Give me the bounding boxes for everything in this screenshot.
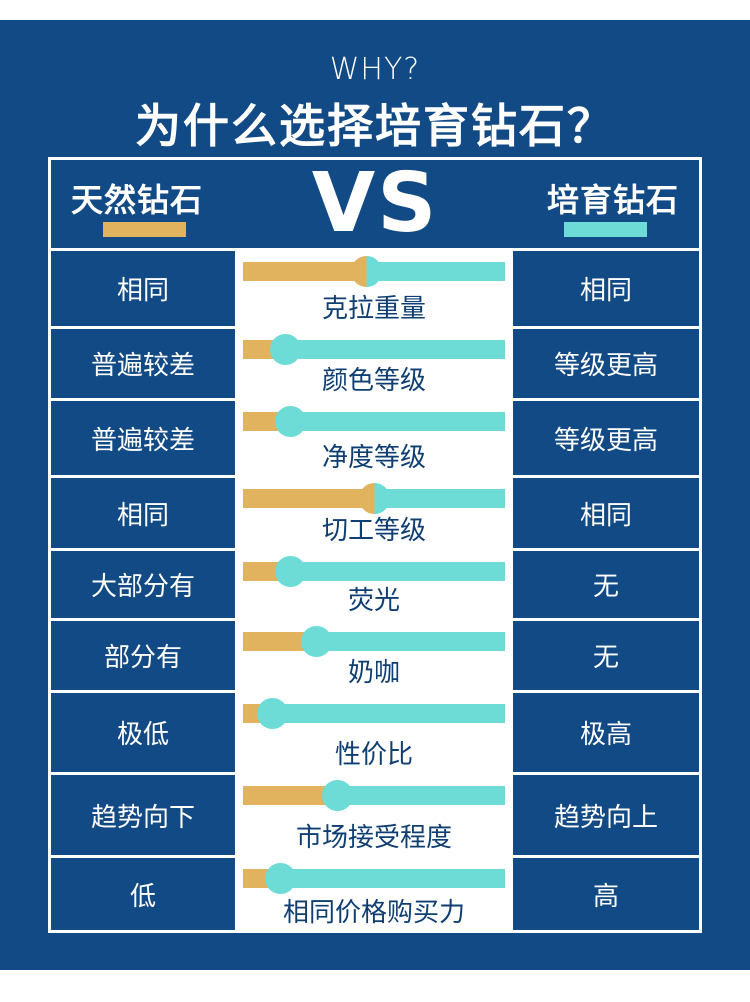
- slider-knob: [351, 256, 383, 287]
- table-header: 天然钻石 VS 培育钻石: [51, 160, 699, 248]
- natural-share-fill: [243, 262, 367, 281]
- slider-knob: [269, 334, 301, 365]
- natural-share-fill: [243, 632, 317, 651]
- lab-value-cell: 等级更高: [513, 401, 699, 475]
- comparison-bar: [243, 483, 505, 514]
- lab-value-cell: 高: [513, 858, 699, 930]
- natural-value-cell: 相同: [51, 478, 235, 548]
- comparison-bar: [243, 780, 505, 811]
- comparison-bar: [243, 863, 505, 894]
- slider-knob: [256, 698, 288, 729]
- comparison-slider: 切工等级: [238, 478, 510, 548]
- natural-value-cell: 大部分有: [51, 551, 235, 618]
- metric-label: 市场接受程度: [295, 823, 452, 853]
- slider-knob: [275, 406, 307, 437]
- natural-value-cell: 低: [51, 858, 235, 930]
- comparison-slider: 克拉重量: [238, 251, 510, 326]
- comparison-bar: [243, 406, 505, 437]
- lab-share-fill: [271, 704, 505, 723]
- comparison-slider: 净度等级: [238, 401, 510, 475]
- slider-knob: [264, 863, 296, 894]
- comparison-table: 天然钻石 VS 培育钻石 相同 克拉重量 相同 普遍较差 颜色等级 等级更高 普遍较差 净度等…: [48, 157, 702, 933]
- metric-label: 性价比: [334, 740, 413, 770]
- comparison-slider: 颜色等级: [238, 329, 510, 398]
- slider-knob: [275, 556, 307, 587]
- lab-share-fill: [366, 262, 505, 281]
- lab-share-fill: [279, 869, 505, 888]
- lab-share-fill: [374, 489, 505, 508]
- page-title: 为什么选择培育钻石？: [135, 99, 615, 153]
- natural-value-cell: 相同: [51, 251, 235, 326]
- metric-label: 相同价格购买力: [282, 898, 465, 928]
- slider-knob: [359, 483, 390, 514]
- lab-share-fill: [284, 340, 505, 359]
- comparison-bar: [243, 556, 505, 587]
- slider-knob: [301, 626, 333, 657]
- natural-value-cell: 部分有: [51, 621, 235, 690]
- natural-share-fill: [243, 786, 338, 805]
- slider-knob: [322, 780, 354, 811]
- lab-value-cell: 趋势向上: [513, 775, 699, 855]
- metric-label: 切工等级: [321, 516, 426, 546]
- lab-share-fill: [290, 562, 505, 581]
- comparison-bar: [243, 256, 505, 287]
- natural-value-cell: 普遍较差: [51, 329, 235, 398]
- lab-value-cell: 等级更高: [513, 329, 699, 398]
- lab-value-cell: 无: [513, 621, 699, 690]
- comparison-slider: 相同价格购买力: [238, 858, 510, 930]
- metric-label: 颜色等级: [321, 366, 426, 396]
- natural-diamond-label: 天然钻石: [71, 181, 204, 219]
- lab-value-cell: 无: [513, 551, 699, 618]
- comparison-bar: [243, 698, 505, 729]
- lab-share-fill: [290, 412, 505, 431]
- comparison-slider: 奶咖: [238, 621, 510, 690]
- metric-label: 净度等级: [321, 443, 426, 473]
- metric-label: 克拉重量: [321, 294, 426, 324]
- lab-share-fill: [337, 786, 505, 805]
- metric-label: 荧光: [347, 586, 400, 616]
- comparison-bar: [243, 334, 505, 365]
- lab-color-swatch: [564, 222, 647, 237]
- why-heading: WHY?: [329, 52, 421, 87]
- natural-color-swatch: [103, 222, 186, 237]
- lab-value-cell: 极高: [513, 693, 699, 772]
- natural-value-cell: 极低: [51, 693, 235, 772]
- natural-value-cell: 趋势向下: [51, 775, 235, 855]
- natural-value-cell: 普遍较差: [51, 401, 235, 475]
- comparison-bar: [243, 626, 505, 657]
- lab-value-cell: 相同: [513, 478, 699, 548]
- natural-share-fill: [243, 489, 374, 508]
- lab-diamond-label: 培育钻石: [546, 181, 679, 219]
- comparison-slider: 荧光: [238, 551, 510, 618]
- vs-label: VS: [311, 156, 439, 251]
- comparison-slider: 性价比: [238, 693, 510, 772]
- lab-share-fill: [316, 632, 505, 651]
- comparison-slider: 市场接受程度: [238, 775, 510, 855]
- lab-value-cell: 相同: [513, 251, 699, 326]
- metric-label: 奶咖: [347, 658, 400, 688]
